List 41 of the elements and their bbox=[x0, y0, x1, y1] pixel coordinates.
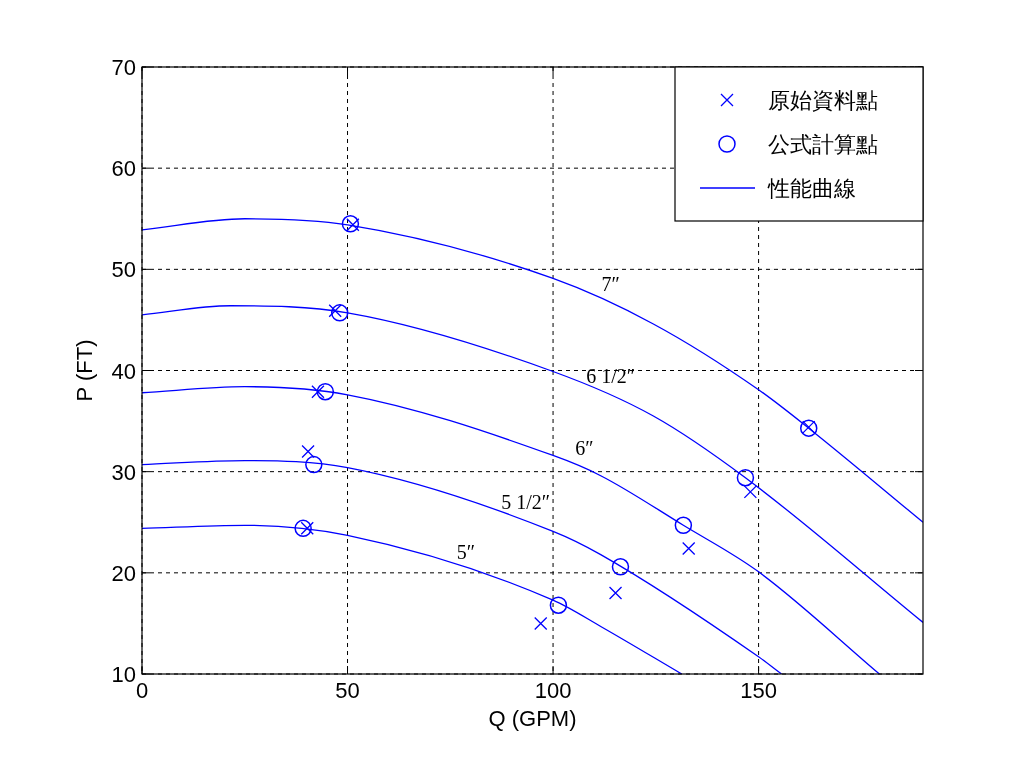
point bbox=[736, 468, 755, 487]
annotation: 6″ bbox=[575, 436, 594, 459]
point bbox=[300, 521, 314, 535]
point bbox=[608, 586, 623, 600]
annotation: 5″ bbox=[456, 540, 475, 563]
point bbox=[311, 385, 325, 399]
line-series bbox=[142, 386, 881, 674]
legend-label: 性能曲線 bbox=[767, 176, 856, 201]
line-series bbox=[142, 305, 923, 624]
annotation: 5 1/2″ bbox=[501, 490, 551, 513]
x-tick-label: 100 bbox=[534, 678, 572, 703]
y-tick-label: 70 bbox=[111, 55, 136, 80]
legend-label: 公式計算點 bbox=[768, 132, 878, 157]
line-series bbox=[142, 524, 683, 674]
point bbox=[674, 516, 693, 535]
point bbox=[341, 215, 360, 233]
x-tick-label: 150 bbox=[740, 678, 777, 703]
y-axis-title: P (FT) bbox=[72, 339, 97, 402]
point bbox=[682, 541, 696, 556]
point bbox=[328, 304, 342, 318]
point bbox=[534, 616, 548, 631]
y-tick-label: 60 bbox=[111, 156, 136, 182]
point bbox=[294, 519, 312, 538]
y-tick-label: 10 bbox=[111, 662, 136, 687]
point bbox=[301, 444, 315, 459]
line-series bbox=[142, 459, 783, 674]
point bbox=[743, 485, 758, 499]
y-tick-label: 20 bbox=[111, 560, 136, 586]
y-tick-label: 50 bbox=[111, 257, 136, 283]
point bbox=[316, 383, 335, 401]
point bbox=[305, 455, 323, 474]
x-axis-title: Q (GPM) bbox=[488, 706, 577, 731]
y-tick-label: 30 bbox=[111, 459, 136, 485]
point bbox=[611, 558, 630, 576]
y-tick-label: 40 bbox=[111, 358, 136, 384]
annotation: 7″ bbox=[601, 272, 620, 295]
x-tick-label: 50 bbox=[335, 678, 360, 703]
legend-label: 原始資料點 bbox=[768, 88, 878, 113]
x-tick-label: 0 bbox=[135, 678, 149, 703]
point bbox=[549, 596, 568, 614]
point bbox=[330, 304, 349, 322]
